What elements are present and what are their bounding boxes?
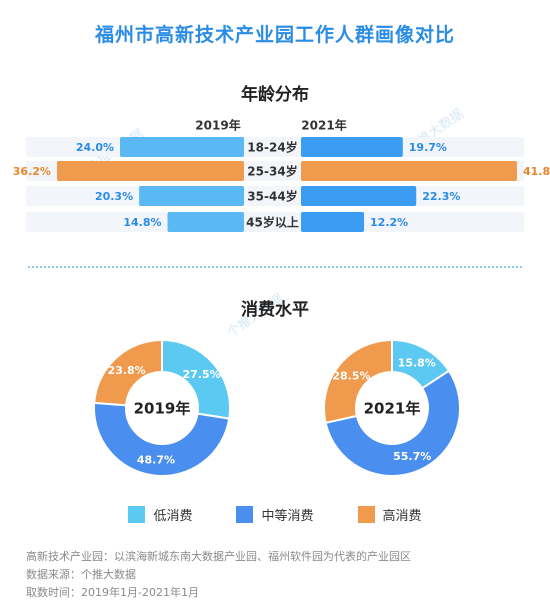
age-category-label: 35-44岁 — [247, 189, 297, 204]
donut-slice — [324, 369, 461, 477]
age-category-label: 25-34岁 — [247, 164, 297, 179]
value-label-2021: 12.2% — [370, 216, 408, 229]
legend-swatch-low — [128, 506, 146, 523]
bar-2021 — [301, 137, 403, 157]
donut-slice — [93, 401, 231, 477]
bar-2019 — [120, 137, 244, 157]
legend-item-low: 低消费 — [128, 505, 192, 524]
donut-slice — [323, 338, 393, 425]
value-label-2019: 20.3% — [95, 190, 133, 203]
bar-2021 — [301, 161, 517, 181]
bar-2021 — [301, 186, 417, 206]
legend-2021-label: 2021年 — [301, 118, 346, 133]
bar-2021 — [301, 212, 365, 232]
bar-2019 — [139, 186, 244, 206]
footnote-source: 数据来源：个推大数据 — [26, 568, 136, 581]
row-background — [26, 212, 524, 232]
legend-item-mid: 中等消费 — [236, 505, 314, 524]
bar-2019 — [56, 161, 244, 181]
donut-slice — [93, 338, 163, 407]
footnote-scope: 高新技术产业园：以滨海新城东南大数据产业园、福州软件园为代表的产业园区 — [26, 550, 411, 563]
value-label-2021: 19.7% — [409, 141, 447, 154]
donut-slice-label: 23.8% — [108, 364, 146, 377]
consumption-donut-charts: 27.5% 48.7% 23.8% 2019年 15.8% 55.7% 28.5% 2021年 — [93, 338, 461, 477]
age-section-title: 年龄分布 — [241, 85, 309, 105]
consumption-section-title: 消费水平 — [241, 300, 309, 320]
donut-center-label: 2019年 — [134, 400, 191, 418]
page-title: 福州市高新技术产业园工作人群画像对比 — [94, 24, 455, 46]
donut-slice — [161, 338, 231, 420]
bar-2019 — [167, 212, 244, 232]
legend-label-high: 高消费 — [382, 509, 422, 524]
value-label-2019: 36.2% — [13, 165, 51, 178]
legend-label-low: 低消费 — [153, 509, 193, 524]
legend-swatch-mid — [236, 506, 254, 523]
legend-label-mid: 中等消费 — [261, 509, 314, 524]
donut-slice-label: 15.8% — [398, 356, 436, 369]
value-label-2019: 14.8% — [123, 216, 161, 229]
legend-2019-label: 2019年 — [195, 118, 240, 133]
age-category-label: 18-24岁 — [247, 140, 297, 155]
donut-slice-label: 55.7% — [393, 450, 431, 463]
footnote-period: 取数时间：2019年1月-2021年1月 — [26, 586, 199, 599]
age-distribution-chart: 2019年 2021年 18-24岁 24.0% 19.7% 25-34岁 36.2% 41.… — [13, 118, 550, 232]
value-label-2021: 22.3% — [422, 190, 460, 203]
section-divider — [28, 266, 522, 268]
legend-swatch-high — [357, 506, 375, 523]
legend-item-high: 高消费 — [357, 505, 422, 524]
donut-center-label: 2021年 — [364, 400, 421, 418]
donut-slice-label: 27.5% — [182, 368, 220, 381]
age-category-label: 45岁以上 — [246, 215, 299, 230]
value-label-2021: 41.8% — [523, 165, 550, 178]
value-label-2019: 24.0% — [76, 141, 114, 154]
donut-slice-label: 28.5% — [332, 369, 370, 382]
legend: 低消费 中等消费 高消费 — [0, 505, 550, 524]
donut-slice-label: 48.7% — [137, 454, 175, 467]
footnotes: 高新技术产业园：以滨海新城东南大数据产业园、福州软件园为代表的产业园区 数据来源… — [26, 548, 411, 602]
